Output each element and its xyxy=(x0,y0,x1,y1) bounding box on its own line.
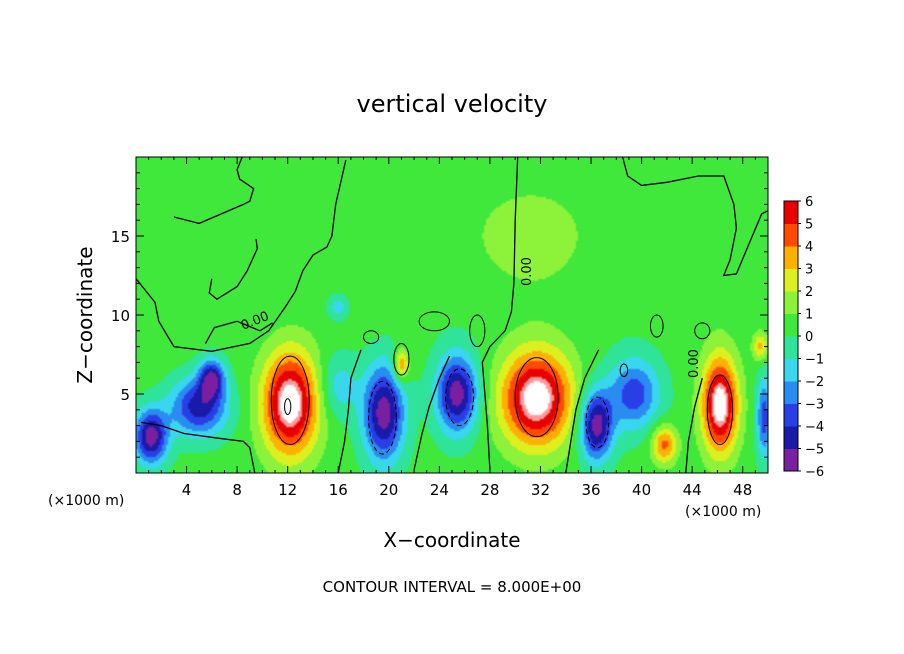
contour-label-2: 0.00 xyxy=(687,349,702,378)
y-axis-ticks: 5 10 15 xyxy=(111,172,768,458)
colorbar-label-4: 2 xyxy=(805,285,813,300)
x-axis-ticks: 4 8 12 16 20 24 28 32 36 40 44 48 xyxy=(148,157,756,499)
y-tick-label-2: 15 xyxy=(111,228,130,246)
colorbar-label-11: −5 xyxy=(805,443,824,458)
chart-title: vertical velocity xyxy=(357,90,548,118)
x-tick-label-6: 28 xyxy=(480,481,499,499)
zero-contour-10 xyxy=(685,378,703,473)
colorbar-label-6: 0 xyxy=(805,330,813,345)
closed-contour-8 xyxy=(469,314,486,348)
x-unit-right: (×1000 m) xyxy=(685,504,761,520)
x-tick-label-2: 12 xyxy=(278,481,297,499)
colorbar-band-1 xyxy=(784,426,798,449)
colorbar-band-6 xyxy=(784,313,798,337)
x-tick-label-5: 24 xyxy=(430,481,449,499)
closed-contour-3 xyxy=(445,368,474,427)
x-tick-label-1: 8 xyxy=(232,481,242,499)
colorbar-label-2: 4 xyxy=(805,240,813,255)
closed-contour-13 xyxy=(619,363,629,378)
zero-contour-5 xyxy=(621,157,768,277)
contour-interval-text: CONTOUR INTERVAL = 8.000E+00 xyxy=(323,578,582,596)
closed-contour-10 xyxy=(418,311,450,332)
closed-contour-6 xyxy=(706,374,734,446)
zero-contour-3 xyxy=(204,320,273,344)
colorbar-label-8: −2 xyxy=(805,375,824,390)
closed-contour-0 xyxy=(270,355,310,446)
colorbar-label-5: 1 xyxy=(805,308,813,323)
contour-label-1: 0.00 xyxy=(520,257,535,286)
colorbar-label-10: −4 xyxy=(805,420,824,435)
colorbar-band-3 xyxy=(784,381,798,404)
closed-contour-2 xyxy=(368,380,397,455)
x-tick-label-0: 4 xyxy=(182,481,192,499)
x-tick-label-11: 48 xyxy=(733,481,752,499)
x-tick-label-3: 16 xyxy=(329,481,348,499)
contour-layer xyxy=(136,157,768,473)
colorbar-label-0: 6 xyxy=(805,195,813,210)
colorbar-label-9: −3 xyxy=(805,398,824,413)
zero-contour-0 xyxy=(136,160,347,352)
zero-contour-2 xyxy=(208,239,258,300)
colorbar-band-11 xyxy=(784,201,798,224)
heatmap-field xyxy=(136,157,768,473)
closed-contour-7 xyxy=(393,342,410,376)
colorbar: 6 5 4 3 2 1 0 −1 −2 −3 −4 −5 −6 xyxy=(783,195,824,480)
x-tick-label-7: 32 xyxy=(531,481,550,499)
colorbar-label-3: 3 xyxy=(805,263,813,278)
x-unit-left: (×1000 m) xyxy=(48,493,124,509)
colorbar-band-10 xyxy=(784,223,798,247)
colorbar-band-9 xyxy=(784,246,798,269)
colorbar-band-4 xyxy=(784,358,798,382)
colorbar-band-0 xyxy=(784,448,798,472)
colorbar-label-7: −1 xyxy=(805,353,824,368)
zero-contour-4 xyxy=(481,157,519,470)
zero-contour-6 xyxy=(140,421,256,473)
zero-contour-8 xyxy=(413,355,451,470)
closed-contour-5 xyxy=(585,396,610,449)
y-tick-label-0: 5 xyxy=(120,386,130,404)
colorbar-band-5 xyxy=(784,336,798,359)
closed-contour-12 xyxy=(694,322,711,340)
zero-contour-7 xyxy=(337,349,362,473)
x-tick-label-9: 40 xyxy=(632,481,651,499)
x-axis-label: X−coordinate xyxy=(383,528,520,552)
closed-contour-11 xyxy=(649,314,664,338)
closed-contour-9 xyxy=(363,330,380,344)
colorbar-label-12: −6 xyxy=(805,465,824,480)
closed-contour-1 xyxy=(284,398,292,416)
colorbar-band-8 xyxy=(784,268,798,292)
zero-contour-9 xyxy=(565,349,600,473)
zero-contour-1 xyxy=(173,157,255,225)
colorbar-label-1: 5 xyxy=(805,218,813,233)
x-tick-label-10: 44 xyxy=(683,481,702,499)
y-axis-label: Z−coordinate xyxy=(73,246,97,383)
x-tick-label-4: 20 xyxy=(379,481,398,499)
closed-contour-4 xyxy=(514,357,559,438)
x-tick-label-8: 36 xyxy=(581,481,600,499)
colorbar-band-2 xyxy=(784,403,798,427)
colorbar-band-7 xyxy=(784,291,798,314)
y-tick-label-1: 10 xyxy=(111,307,130,325)
